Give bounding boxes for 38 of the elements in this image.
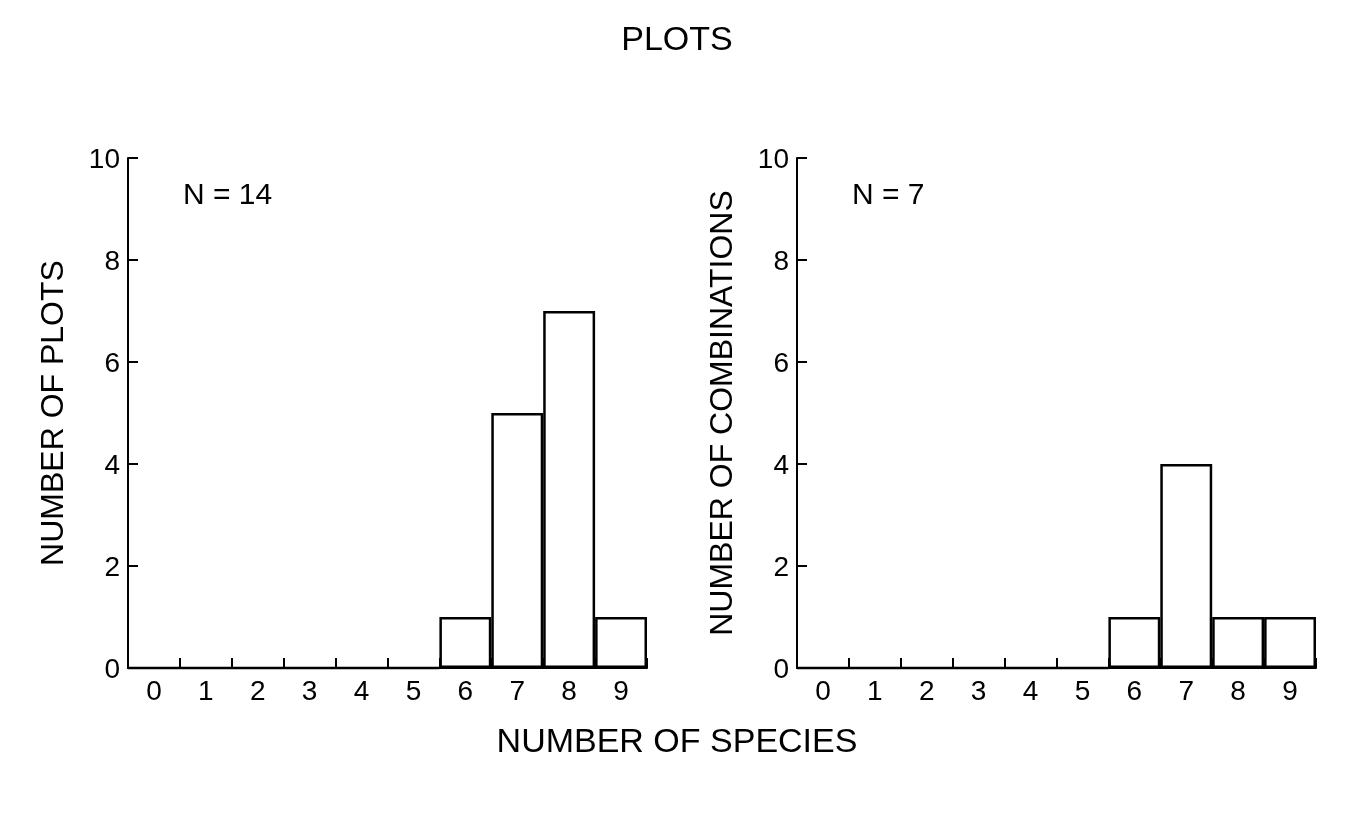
x-tick-label: 8 xyxy=(561,674,577,706)
x-tick-label: 6 xyxy=(1126,674,1143,706)
y-tick-label: 2 xyxy=(773,550,789,582)
y-tick-label: 0 xyxy=(773,652,789,684)
y-axis-title: NUMBER OF PLOTS xyxy=(34,260,70,566)
x-tick-label: 5 xyxy=(1074,674,1091,706)
x-axis-title: NUMBER OF SPECIES xyxy=(495,720,859,761)
y-tick-label: 4 xyxy=(104,448,120,480)
annotation: N = 14 xyxy=(183,176,273,210)
y-tick-label: 10 xyxy=(757,142,789,174)
x-tick-label: 3 xyxy=(970,674,987,706)
y-tick-label: 4 xyxy=(773,448,789,480)
x-tick-label: 9 xyxy=(1282,674,1298,706)
x-tick-label: 1 xyxy=(867,674,883,706)
x-tick-label: 9 xyxy=(613,674,629,706)
y-tick-label: 8 xyxy=(104,244,120,276)
x-tick-label: 0 xyxy=(815,674,831,706)
y-tick-label: 0 xyxy=(104,652,120,684)
x-tick-label: 4 xyxy=(353,674,370,706)
x-tick-label: 4 xyxy=(1022,674,1039,706)
y-axis-title: NUMBER OF COMBINATIONS xyxy=(703,190,739,636)
y-tick-label: 6 xyxy=(104,346,120,378)
x-tick-label: 2 xyxy=(249,674,266,706)
y-tick-label: 6 xyxy=(773,346,789,378)
y-tick-label: 2 xyxy=(104,550,120,582)
chart-title: PLOTS xyxy=(620,18,734,59)
x-tick-label: 7 xyxy=(509,674,526,706)
x-tick-label: 2 xyxy=(918,674,935,706)
annotation: N = 7 xyxy=(852,176,925,210)
x-tick-label: 6 xyxy=(457,674,474,706)
x-tick-label: 1 xyxy=(198,674,214,706)
x-tick-label: 0 xyxy=(146,674,162,706)
x-tick-label: 3 xyxy=(301,674,318,706)
y-tick-label: 10 xyxy=(88,142,120,174)
x-tick-label: 5 xyxy=(405,674,422,706)
y-tick-label: 8 xyxy=(773,244,789,276)
x-tick-label: 7 xyxy=(1178,674,1195,706)
x-tick-label: 8 xyxy=(1230,674,1246,706)
